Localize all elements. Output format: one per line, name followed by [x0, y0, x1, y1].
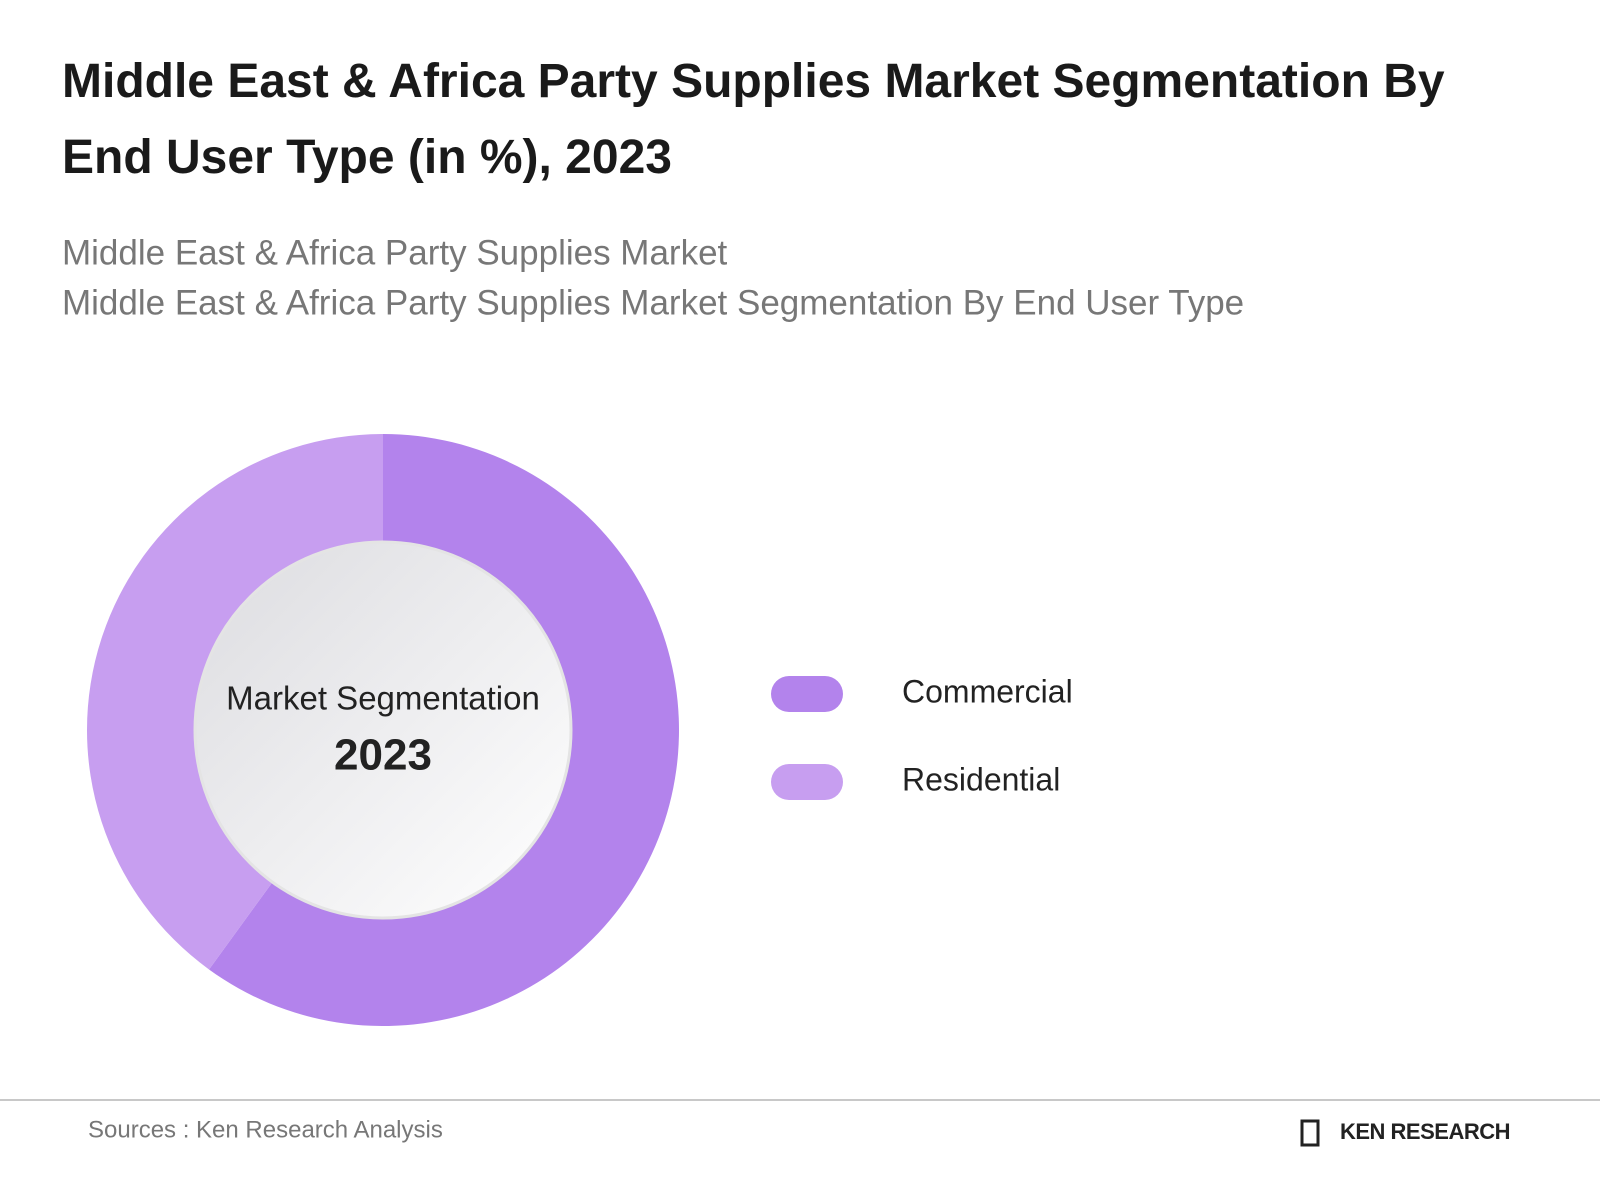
brand-logo: [1300, 1119, 1320, 1147]
legend-label: Residential: [902, 761, 1060, 797]
subtitle: Middle East & Africa Party Supplies Mark…: [62, 283, 1244, 322]
legend-swatch: [771, 676, 843, 712]
chart-title: Middle East & Africa Party Supplies Mark…: [62, 55, 1445, 184]
center-year: 2023: [334, 731, 432, 780]
donut-hole: [193, 540, 573, 920]
source: Sources : Ken Research Analysis: [88, 1116, 443, 1143]
legend-swatch: [771, 764, 843, 800]
subtitle: Middle East & Africa Party Supplies Mark…: [62, 233, 728, 272]
brand: KEN RESEARCH: [1340, 1119, 1510, 1144]
center-label: Market Segmentation: [226, 680, 540, 717]
legend-label: Commercial: [902, 673, 1073, 709]
